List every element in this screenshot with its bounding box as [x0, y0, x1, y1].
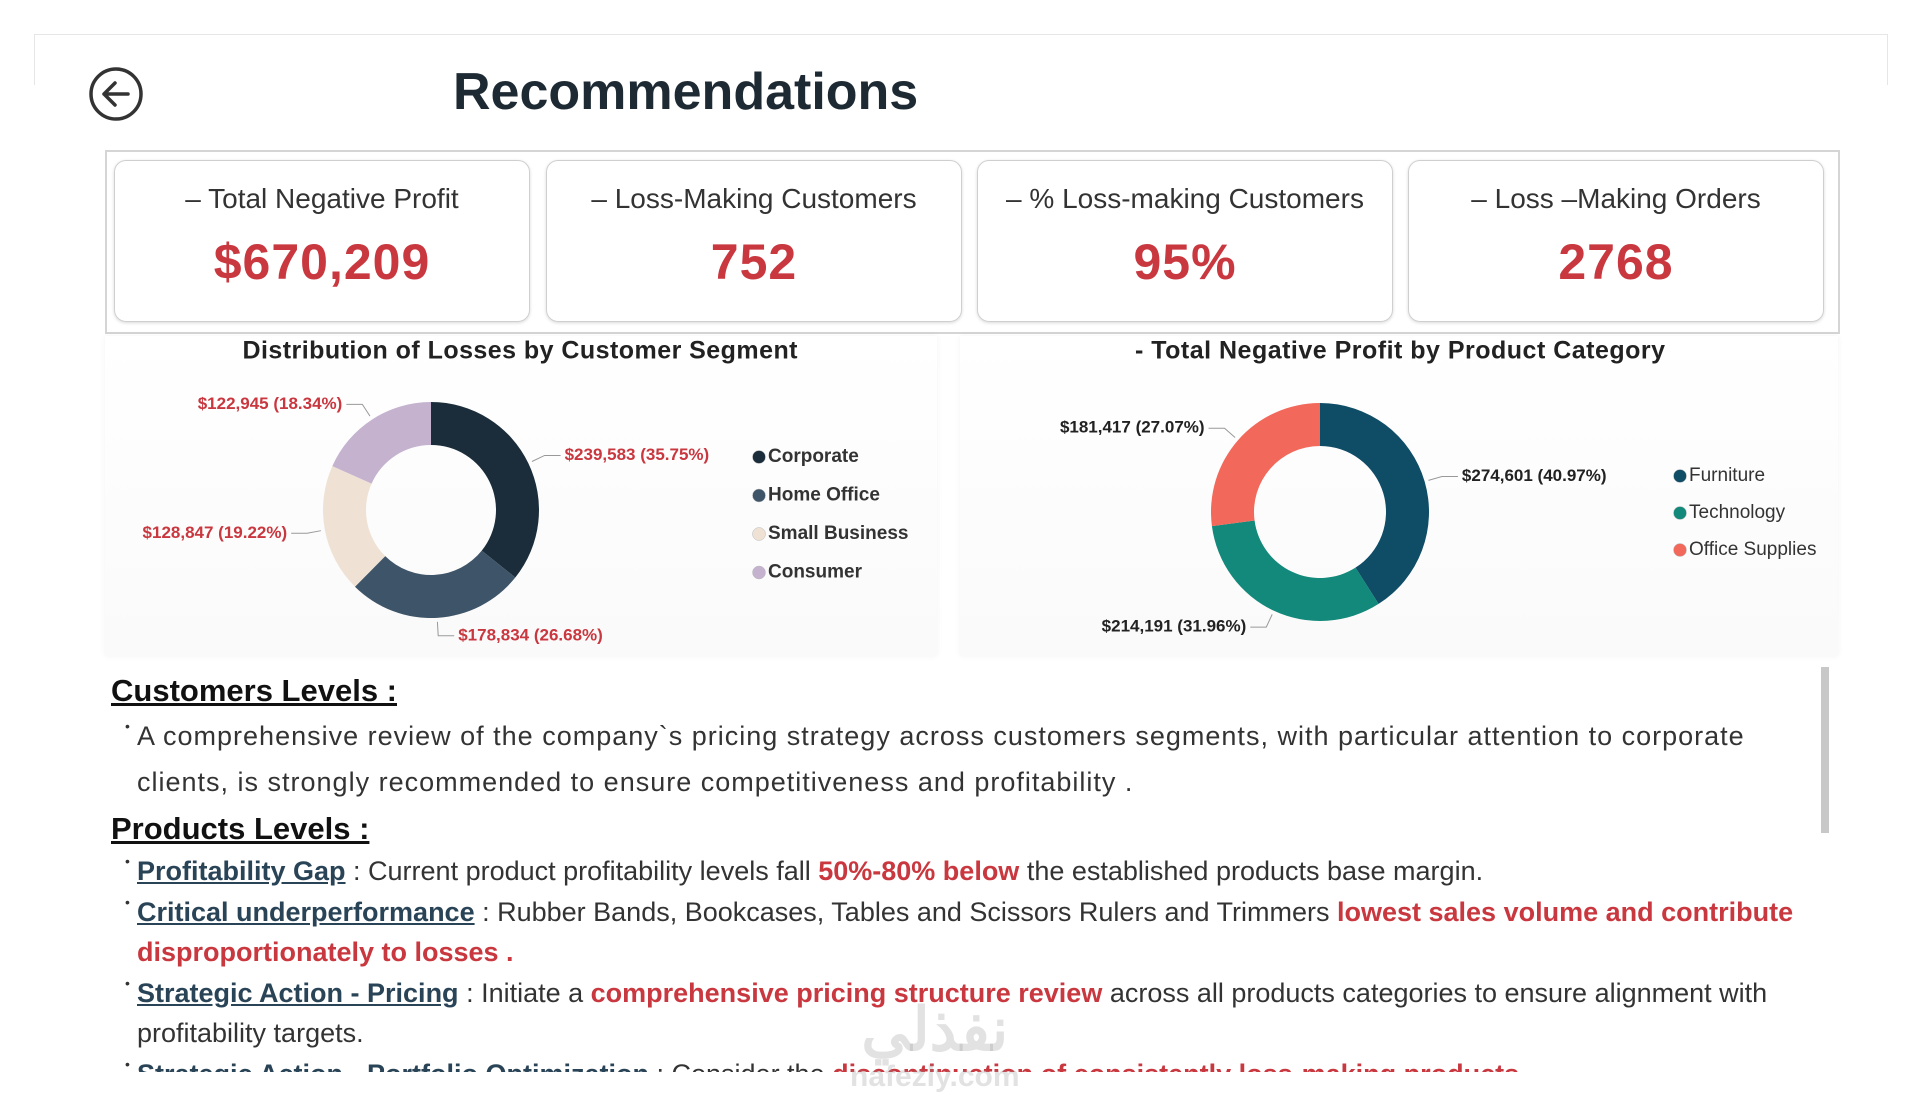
frame	[34, 34, 1888, 85]
legend-marker	[752, 450, 766, 464]
kpi-value: 95%	[1133, 234, 1237, 290]
leader-line	[1250, 614, 1273, 628]
kpi-label: – % Loss-making Customers	[1006, 183, 1364, 214]
term-text[interactable]: Critical underperformance	[137, 896, 475, 927]
bullet: A comprehensive review of the company`s …	[125, 703, 1811, 805]
data-label: $178,834 (26.68%)	[458, 625, 603, 644]
leader-line	[436, 621, 455, 637]
kpi-value: 2768	[1558, 234, 1674, 290]
leader-line	[531, 454, 561, 462]
recommendations-text: Customers Levels : A comprehensive review…	[111, 667, 1811, 1072]
watermark-latin: nafezly.com	[850, 1060, 1020, 1093]
kpi-card: – Total Negative Profit $670,209	[114, 160, 530, 322]
kpi-card: – Loss-Making Customers 752	[546, 160, 962, 322]
highlight-text: lowest sales volume and contribute dispr…	[137, 896, 1794, 968]
leader-line	[291, 530, 322, 534]
chart-panel: Distribution of Losses by Customer Segme…	[105, 336, 937, 656]
section-heading: Customers Levels :	[111, 673, 397, 708]
page-title: Recommendations	[453, 63, 919, 121]
text-run: : Current product profitability levels f…	[345, 856, 819, 886]
data-label: $181,417 (27.07%)	[1060, 418, 1205, 437]
donut-slice	[1211, 403, 1320, 527]
highlight-text: discontinuation of consistently loss-mak…	[832, 1059, 1519, 1073]
section-heading: Products Levels :	[111, 811, 370, 846]
legend-label: Small Business	[768, 523, 908, 544]
term-text[interactable]: Strategic Action - Portfolio Optimizatio…	[137, 1059, 649, 1073]
donut-slice	[1320, 403, 1429, 604]
bullet-list: A comprehensive review of the company`s …	[111, 703, 1811, 805]
legend-label: Home Office	[768, 485, 880, 506]
legend-marker	[752, 565, 766, 580]
legend-marker	[752, 527, 766, 541]
leader-line	[346, 403, 371, 417]
text-run: : Rubber Bands, Bookcases, Tables and Sc…	[474, 896, 1337, 927]
donut-slice	[354, 550, 516, 618]
leader-line	[1428, 475, 1458, 481]
legend-marker	[1673, 506, 1687, 520]
bullet-list: Profitability Gap : Current product prof…	[111, 841, 1811, 1073]
chart-title: - Total Negative Profit by Product Categ…	[1135, 337, 1665, 365]
bullet: Critical underperformance : Rubber Bands…	[125, 882, 1811, 973]
legend-label: Office Supplies	[1689, 539, 1816, 560]
legend-label: Furniture	[1689, 465, 1765, 486]
donut-slice	[323, 466, 386, 587]
legend-label: Consumer	[768, 562, 863, 583]
legend-marker	[1673, 469, 1687, 483]
section: Products Levels :Profitability Gap : Cur…	[111, 811, 1811, 1072]
text-run: across all products categories to ensure…	[137, 977, 1768, 1049]
watermark-arabic: نفذلي	[861, 996, 1009, 1063]
bullet: Strategic Action - Pricing : Initiate a …	[125, 963, 1811, 1054]
bullet: Profitability Gap : Current product prof…	[125, 841, 1811, 892]
kpi-value: $670,209	[213, 234, 431, 290]
leader-line	[1208, 427, 1236, 438]
text-run: the established products base margin.	[1019, 856, 1484, 886]
kpi-row: – Total Negative Profit $670,209 – Loss-M…	[105, 150, 1840, 334]
data-label: $274,601 (40.97%)	[1462, 466, 1607, 485]
kpi-value: 752	[710, 234, 798, 290]
section: Customers Levels : A comprehensive review…	[111, 673, 1811, 805]
back-button[interactable]	[88, 66, 144, 122]
text-run: : Consider the	[649, 1059, 832, 1073]
highlight-text: comprehensive pricing structure review	[590, 977, 1103, 1008]
bullet: Strategic Action - Portfolio Optimizatio…	[125, 1044, 1811, 1073]
kpi-card: – Loss –Making Orders 2768	[1408, 160, 1824, 322]
legend-marker	[752, 488, 766, 503]
text-run: : Initiate a	[458, 977, 591, 1008]
legend-label: Corporate	[768, 446, 859, 467]
legend-label: Technology	[1689, 502, 1786, 523]
term-text[interactable]: Profitability Gap	[137, 856, 346, 886]
chart-panel: - Total Negative Profit by Product Categ…	[960, 336, 1838, 656]
watermark: نفذلي nafezly.com	[850, 1000, 1020, 1094]
highlight-text: 50%-80% below	[818, 856, 1020, 886]
data-label: $122,945 (18.34%)	[198, 394, 343, 413]
text-run: A comprehensive review of the company`s …	[137, 721, 1745, 797]
data-label: $214,191 (31.96%)	[1102, 617, 1247, 636]
chart-title: Distribution of Losses by Customer Segme…	[243, 337, 799, 365]
data-label: $239,583 (35.75%)	[565, 445, 710, 464]
donut-slice	[431, 402, 539, 578]
data-label: $128,847 (19.22%)	[143, 523, 288, 542]
legend-marker	[1673, 543, 1687, 557]
kpi-label: – Loss –Making Orders	[1471, 183, 1761, 214]
kpi-label: – Loss-Making Customers	[591, 183, 917, 214]
scrollbar[interactable]	[1821, 667, 1829, 833]
kpi-card: – % Loss-making Customers 95%	[977, 160, 1393, 322]
donut-slice	[332, 402, 431, 484]
donut-slice	[1211, 520, 1379, 621]
term-text[interactable]: Strategic Action - Pricing	[137, 977, 459, 1008]
kpi-label: – Total Negative Profit	[185, 183, 459, 214]
